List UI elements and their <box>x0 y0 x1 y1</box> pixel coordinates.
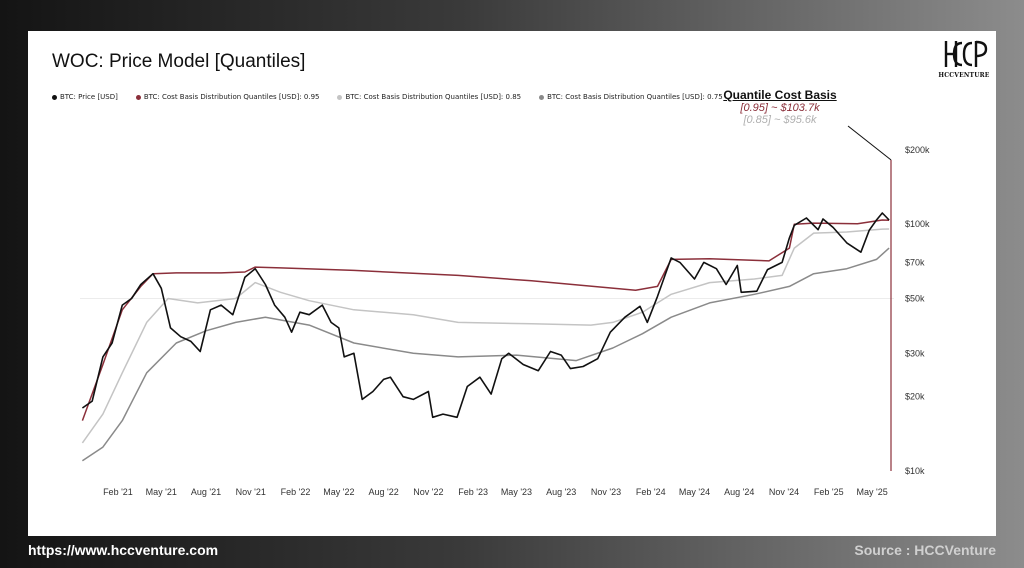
legend-label-q085: BTC: Cost Basis Distribution Quantiles [… <box>345 93 522 101</box>
y-tick-label: $20k <box>905 392 925 402</box>
legend-item-price: BTC: Price [USD] <box>52 93 118 101</box>
legend-label-price: BTC: Price [USD] <box>60 93 118 101</box>
x-tick-label: Feb '22 <box>281 487 311 497</box>
legend-item-q085: BTC: Cost Basis Distribution Quantiles [… <box>337 93 521 101</box>
y-tick-label: $10k <box>905 466 925 476</box>
quantile-annotation: Quantile Cost Basis [0.95] ~ $103.7k [0.… <box>712 88 848 126</box>
series-line-price <box>81 212 890 419</box>
legend-label-q095: BTC: Cost Basis Distribution Quantiles [… <box>143 93 320 101</box>
x-tick-label: Nov '23 <box>591 487 621 497</box>
chart-plot: $200k $100k $70k $50k $30k $20k $10k Feb '21 May… <box>80 125 930 497</box>
x-tick-label: Nov '24 <box>769 487 799 497</box>
y-tick-label: $50k <box>905 294 925 304</box>
x-tick-label: Feb '23 <box>458 487 488 497</box>
logo-monogram-icon <box>944 40 988 67</box>
x-tick-label: Nov '21 <box>236 487 266 497</box>
y-tick-label: $100k <box>905 219 930 229</box>
brand-logo: HCCVENTURE <box>938 39 990 79</box>
x-tick-label: May '21 <box>146 487 177 497</box>
annotation-q085: [0.85] ~ $95.6k <box>743 114 817 126</box>
legend: BTC: Price [USD] BTC: Cost Basis Distrib… <box>52 93 723 101</box>
x-tick-label: Feb '24 <box>636 487 666 497</box>
x-tick-label: Aug '23 <box>546 487 576 497</box>
series-line-q075 <box>81 247 890 462</box>
y-tick-label: $70k <box>905 257 925 267</box>
x-tick-label: Aug '21 <box>191 487 221 497</box>
legend-swatch-q095 <box>135 94 141 100</box>
footer-url-link[interactable]: https://www.hccventure.com <box>28 542 219 558</box>
y-tick-label: $200k <box>905 145 930 155</box>
x-tick-label: May '25 <box>856 487 887 497</box>
legend-swatch-price <box>52 94 57 100</box>
legend-label-q075: BTC: Cost Basis Distribution Quantiles [… <box>547 93 723 101</box>
series-line-q095 <box>81 219 890 421</box>
x-tick-label: Feb '21 <box>103 487 133 497</box>
x-tick-label: May '22 <box>323 487 354 497</box>
logo-text: HCCVENTURE <box>938 72 990 79</box>
legend-item-q095: BTC: Cost Basis Distribution Quantiles [… <box>135 93 320 101</box>
annotation-q095: [0.95] ~ $103.7k <box>740 102 820 114</box>
x-tick-label: Aug '22 <box>368 487 398 497</box>
x-tick-label: Feb '25 <box>814 487 844 497</box>
series-line-q085 <box>81 228 890 444</box>
legend-swatch-q085 <box>337 94 343 100</box>
footer-source: Source : HCCVenture <box>854 542 996 558</box>
annotation-title: Quantile Cost Basis <box>723 88 837 102</box>
x-tick-label: Nov '22 <box>413 487 443 497</box>
legend-swatch-q075 <box>539 94 545 100</box>
x-tick-label: May '23 <box>501 487 532 497</box>
chart-card: WOC: Price Model [Quantiles] BTC: Price … <box>28 31 996 536</box>
y-tick-label: $30k <box>905 348 925 358</box>
x-tick-label: Aug '24 <box>724 487 754 497</box>
x-tick-label: May '24 <box>679 487 710 497</box>
annotation-leader-line <box>847 125 892 161</box>
legend-item-q075: BTC: Cost Basis Distribution Quantiles [… <box>539 93 723 101</box>
chart-title: WOC: Price Model [Quantiles] <box>52 51 306 72</box>
